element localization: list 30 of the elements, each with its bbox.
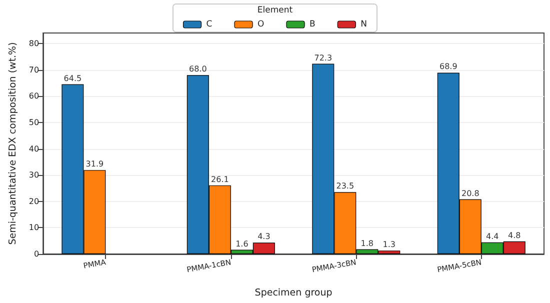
y-tick-label: 30 xyxy=(28,170,40,180)
y-tick-label: 60 xyxy=(28,92,40,101)
data-label: 23.5 xyxy=(336,182,354,191)
data-label: 68.9 xyxy=(439,62,458,72)
data-label: 64.5 xyxy=(64,74,82,83)
y-tick-label: 40 xyxy=(28,144,40,154)
data-label: 72.3 xyxy=(314,53,332,62)
data-label: 4.3 xyxy=(258,232,270,242)
y-tick-label: 70 xyxy=(28,65,40,74)
y-tick-label: 80 xyxy=(28,39,40,48)
data-label: 1.6 xyxy=(236,239,248,248)
y-axis-title: Semi-quantitative EDX composition (wt.%) xyxy=(8,42,18,245)
legend-label: O xyxy=(258,20,265,30)
legend-label: B xyxy=(310,20,316,30)
legend-label: C xyxy=(206,20,212,30)
data-label: 4.8 xyxy=(508,230,521,240)
y-tick-label: 20 xyxy=(28,196,40,206)
y-tick-label: 0 xyxy=(34,250,40,258)
legend-title: Element xyxy=(257,6,294,16)
data-label: 31.9 xyxy=(86,160,104,169)
x-axis-title: Specimen group xyxy=(254,288,332,298)
data-label: 26.1 xyxy=(211,174,229,184)
legend-label: N xyxy=(360,20,368,30)
data-label: 1.3 xyxy=(382,240,396,250)
data-label: 20.8 xyxy=(461,188,480,198)
y-tick-label: 10 xyxy=(28,223,40,232)
data-label: 68.0 xyxy=(189,64,207,74)
data-label: 4.4 xyxy=(486,232,499,241)
y-tick-label: 50 xyxy=(28,118,40,127)
data-label: 1.8 xyxy=(360,238,374,248)
